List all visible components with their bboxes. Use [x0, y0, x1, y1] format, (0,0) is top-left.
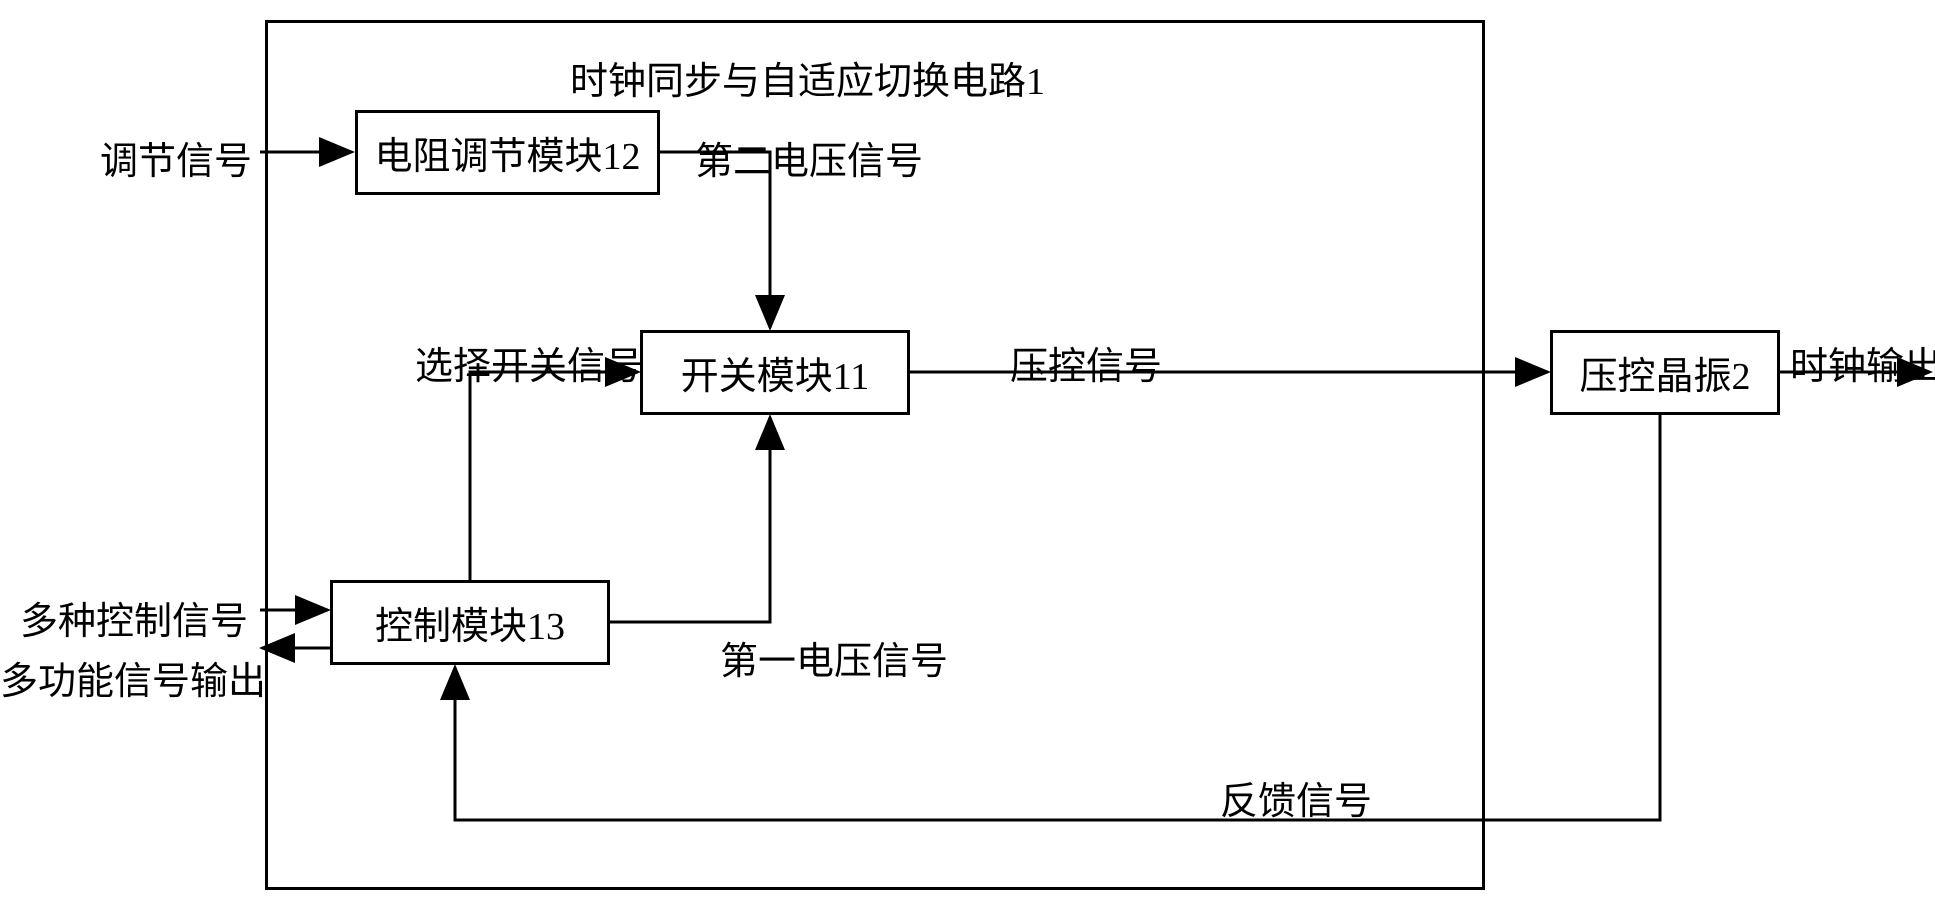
vco-module: 压控晶振2 [1550, 330, 1780, 415]
first-voltage-label: 第一电压信号 [720, 630, 948, 685]
feedback-label: 反馈信号 [1220, 770, 1372, 825]
resistor-label: 电阻调节模块12 [374, 125, 640, 180]
multi-func-out-label: 多功能信号输出 [0, 650, 266, 705]
control-module: 控制模块13 [330, 580, 610, 665]
control-label: 控制模块13 [375, 595, 565, 650]
clock-out-label: 时钟输出 [1790, 335, 1935, 390]
multi-control-label: 多种控制信号 [20, 590, 248, 645]
resistor-module: 电阻调节模块12 [355, 110, 660, 195]
vco-label: 压控晶振2 [1579, 345, 1750, 400]
adjust-signal-label: 调节信号 [100, 130, 252, 185]
switch-module: 开关模块11 [640, 330, 910, 415]
second-voltage-label: 第二电压信号 [695, 130, 923, 185]
switch-label: 开关模块11 [681, 345, 870, 400]
vc-signal-label: 压控信号 [1010, 335, 1162, 390]
outer-title: 时钟同步与自适应切换电路1 [570, 50, 1045, 105]
select-switch-label: 选择开关信号 [415, 335, 643, 390]
